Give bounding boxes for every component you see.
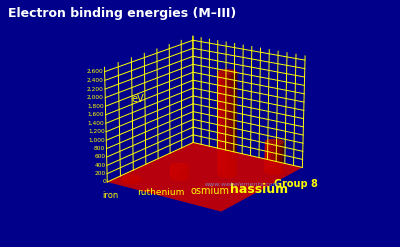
Text: Electron binding energies (M–III): Electron binding energies (M–III): [8, 7, 236, 21]
